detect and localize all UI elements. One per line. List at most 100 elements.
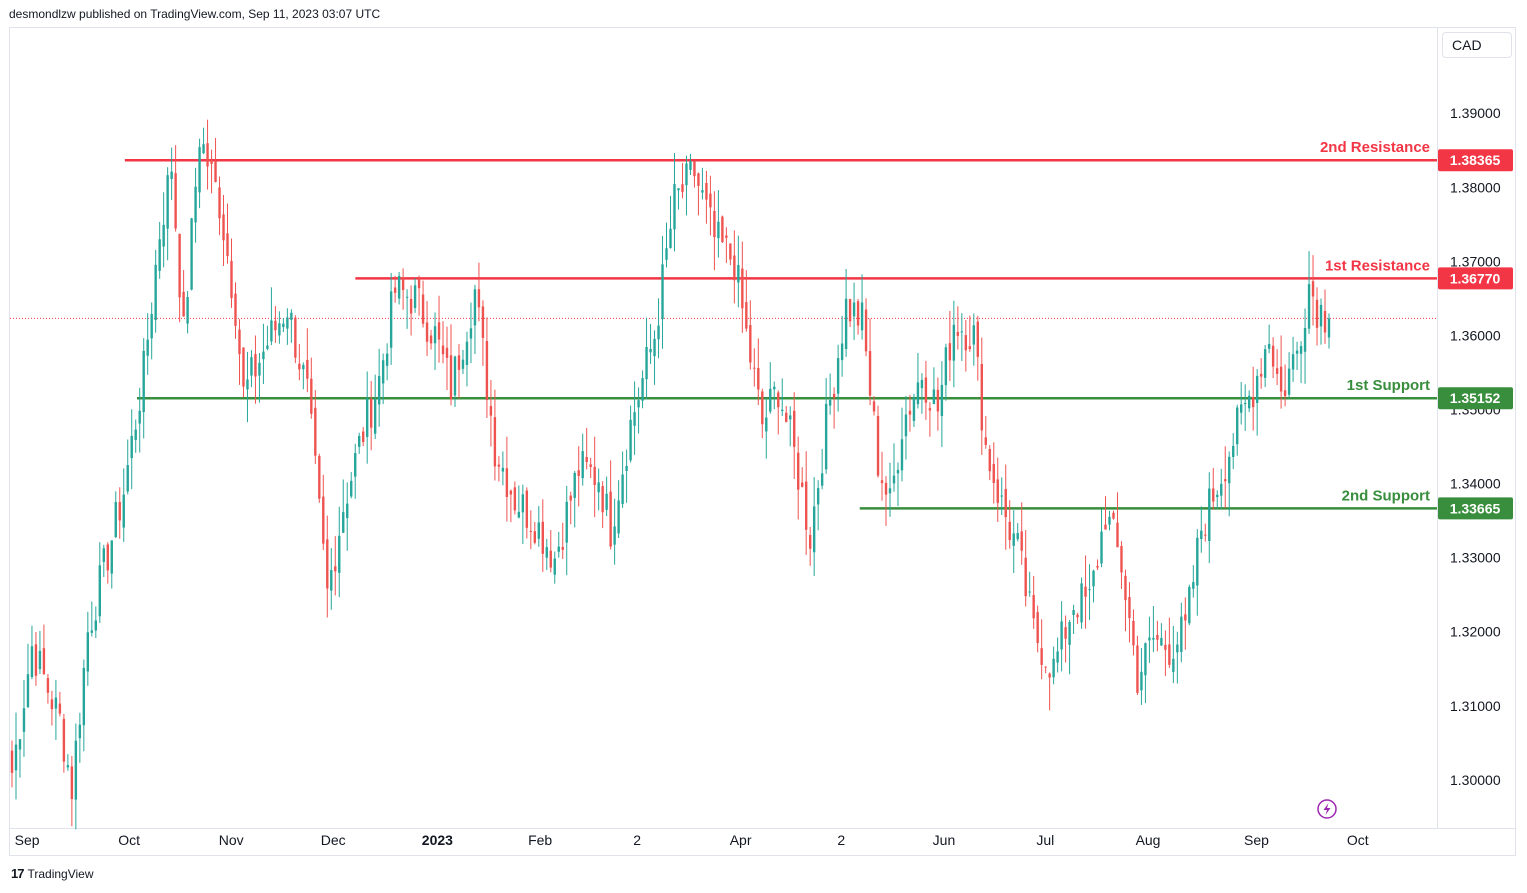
flash-icon[interactable]: [1317, 799, 1337, 819]
candle-body: [1295, 350, 1299, 354]
candle-body: [146, 339, 149, 356]
candle-body: [397, 275, 401, 299]
candle-body: [920, 379, 924, 389]
candle-body: [46, 678, 50, 693]
candle-body: [669, 228, 672, 249]
candle-body: [697, 173, 700, 186]
candle-body: [765, 417, 768, 432]
candle-body: [812, 506, 816, 553]
candle-body: [621, 474, 624, 505]
candle-body: [342, 512, 345, 533]
candle-body: [533, 531, 537, 543]
price-tick-label: 1.31000: [1450, 698, 1501, 714]
candle-body: [58, 703, 62, 714]
candle-body: [781, 409, 784, 411]
candle-body: [118, 502, 121, 521]
candle-body: [286, 317, 289, 329]
candle-body: [322, 496, 325, 544]
candle-body: [733, 255, 736, 281]
candle-body: [1247, 395, 1251, 409]
candle-body: [365, 398, 369, 437]
candle-body: [613, 526, 616, 545]
candle-body: [1172, 658, 1175, 672]
currency-button[interactable]: CAD: [1442, 32, 1512, 58]
candle-body: [82, 667, 86, 726]
time-tick-label: Sep: [15, 832, 40, 848]
chart-frame: [9, 27, 1516, 856]
candle-body: [425, 322, 429, 342]
candle-body: [134, 429, 137, 440]
candle-body: [1092, 570, 1095, 587]
candle-body: [198, 147, 201, 193]
candle-body: [78, 724, 82, 739]
candle-body: [828, 399, 832, 406]
candle-body: [517, 511, 521, 518]
time-tick-label: Jun: [933, 832, 956, 848]
level-lines: 2nd Resistance 1st Resistance 1st Support 2…: [10, 139, 1437, 510]
price-tick-label: 1.33000: [1450, 550, 1501, 566]
candle-body: [868, 351, 872, 396]
candle-body: [1299, 346, 1303, 354]
footer-brand[interactable]: 17 TradingView: [11, 866, 94, 881]
candle-body: [501, 467, 505, 472]
candle-body: [777, 392, 780, 408]
candle-body: [932, 389, 936, 405]
candle-body: [122, 494, 125, 528]
candle-body: [174, 173, 177, 229]
candle-body: [194, 186, 197, 223]
candle-body: [785, 412, 788, 423]
candle-body: [645, 346, 648, 380]
candle-body: [1120, 546, 1123, 573]
candle-body: [74, 740, 78, 800]
candle-body: [338, 535, 341, 573]
candle-body: [1243, 402, 1247, 405]
level-label: 1st Support: [1347, 377, 1430, 394]
time-tick-label: Apr: [730, 832, 752, 848]
candle-body: [1116, 522, 1119, 548]
candle-body: [1176, 644, 1179, 653]
candle-body: [904, 414, 908, 437]
candle-body: [1259, 373, 1263, 377]
candle-body: [876, 416, 880, 476]
candle-body: [453, 356, 457, 396]
candle-body: [421, 294, 425, 324]
time-tick-label: Sep: [1244, 832, 1269, 848]
candle-body: [1307, 284, 1311, 329]
candle-body: [373, 399, 377, 434]
candle-body: [848, 299, 852, 322]
candle-body: [1188, 586, 1191, 624]
candle-body: [1224, 479, 1227, 482]
candle-body: [521, 494, 525, 513]
candle-body: [1267, 343, 1271, 349]
candle-body: [90, 630, 94, 633]
candle-body: [1323, 310, 1327, 333]
candle-body: [944, 347, 948, 386]
candle-body: [820, 473, 824, 486]
candle-body: [605, 493, 608, 510]
candle-body: [465, 341, 469, 366]
candle-body: [306, 359, 309, 379]
candle-body: [896, 469, 900, 474]
candle-body: [1283, 390, 1287, 397]
candle-body: [617, 500, 620, 534]
candle-body: [984, 437, 987, 445]
candle-body: [106, 544, 109, 571]
candle-body: [1000, 495, 1003, 497]
candle-body: [1303, 327, 1307, 352]
candle-body: [358, 435, 361, 447]
candle-body: [186, 297, 189, 324]
price-axis: 1.300001.310001.320001.330001.340001.350…: [1450, 105, 1501, 788]
candle-body: [601, 486, 604, 513]
candle-body: [549, 550, 552, 568]
price-scale-divider: [1437, 27, 1438, 828]
flash-bolt-icon: [1323, 803, 1331, 815]
candle-body: [1128, 597, 1131, 619]
candle-body: [10, 750, 14, 773]
candle-body: [94, 620, 98, 631]
candle-body: [1287, 368, 1291, 395]
candle-body: [1104, 524, 1107, 530]
candle-body: [725, 235, 728, 238]
candle-body: [685, 163, 688, 186]
candle-body: [389, 291, 393, 348]
